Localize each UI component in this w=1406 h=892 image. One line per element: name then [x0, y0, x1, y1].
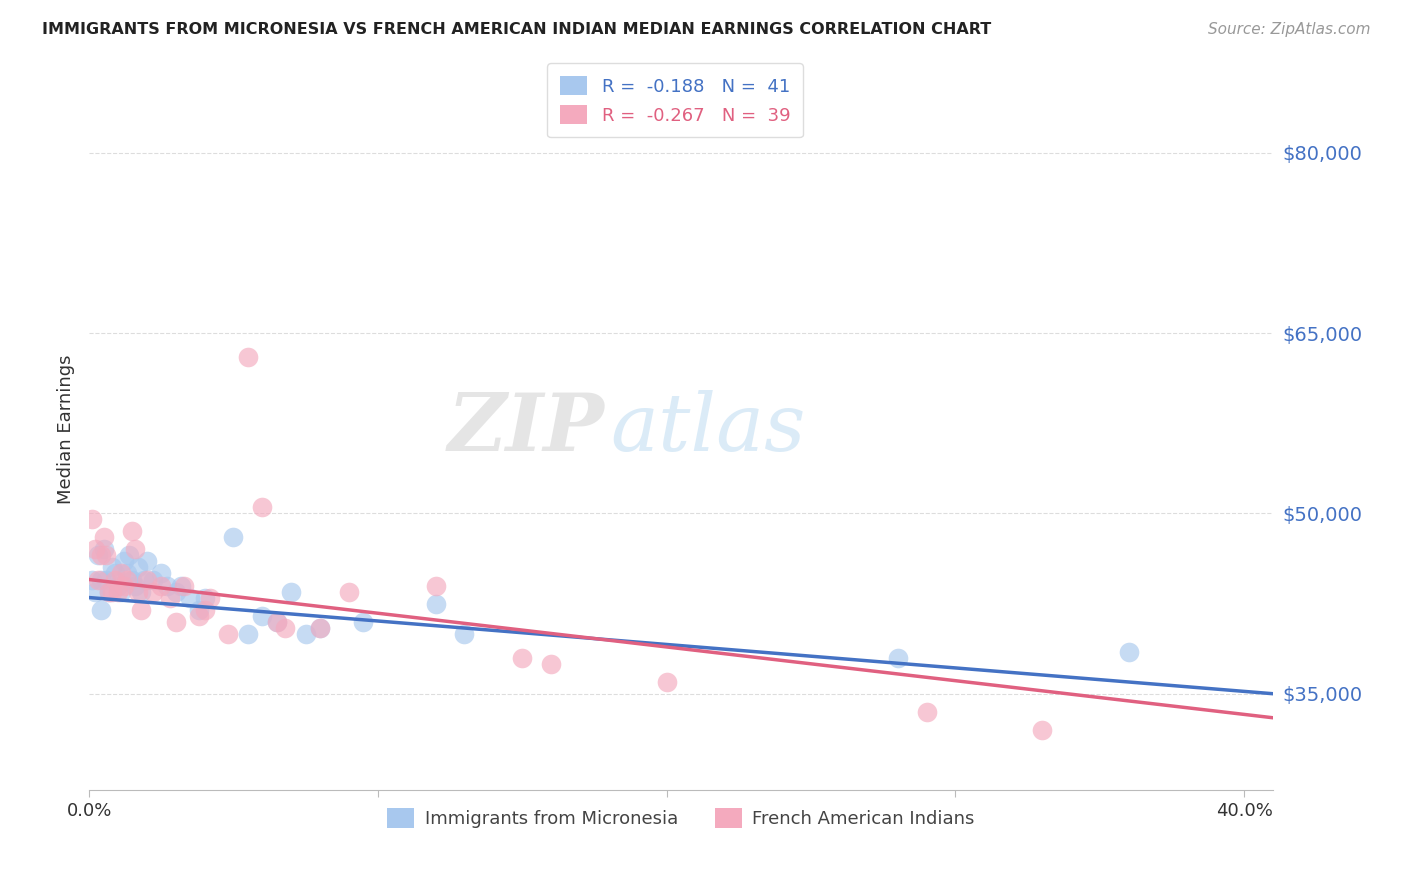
Point [90, 573, 112, 587]
Point [194, 591, 217, 605]
Y-axis label: Median Earnings: Median Earnings [58, 354, 75, 504]
Point [115, 566, 138, 581]
Point [132, 573, 155, 587]
Point [129, 602, 152, 616]
Point [266, 615, 288, 629]
Point [655, 674, 678, 689]
Point [294, 626, 316, 640]
Point [129, 584, 152, 599]
Point [98, 584, 121, 599]
Point [236, 350, 259, 364]
Point [222, 530, 245, 544]
Point [124, 578, 146, 592]
Point [124, 542, 146, 557]
Point [187, 602, 209, 616]
Point [540, 657, 562, 671]
Point [217, 626, 239, 640]
Point [165, 615, 187, 629]
Point [252, 608, 274, 623]
Point [173, 578, 195, 592]
Point [352, 615, 374, 629]
Point [96, 549, 118, 563]
Point [127, 584, 149, 599]
Legend: Immigrants from Micronesia, French American Indians: Immigrants from Micronesia, French Ameri… [380, 801, 981, 835]
Point [1118, 645, 1140, 659]
Point [142, 584, 165, 599]
Point [101, 560, 124, 574]
Point [93, 542, 115, 557]
Point [252, 500, 274, 515]
Point [107, 584, 129, 599]
Point [309, 621, 332, 635]
Point [159, 591, 181, 605]
Point [127, 560, 149, 574]
Point [337, 584, 360, 599]
Point [90, 549, 112, 563]
Point [80, 573, 103, 587]
Point [107, 578, 129, 592]
Point [101, 584, 124, 599]
Point [90, 602, 112, 616]
Point [121, 573, 143, 587]
Point [135, 554, 157, 568]
Point [104, 566, 127, 581]
Point [112, 578, 135, 592]
Point [236, 626, 259, 640]
Text: ZIP: ZIP [447, 391, 605, 468]
Point [425, 597, 447, 611]
Point [98, 584, 121, 599]
Point [110, 566, 132, 581]
Point [87, 573, 110, 587]
Point [200, 591, 222, 605]
Point [118, 549, 141, 563]
Point [915, 705, 938, 719]
Point [187, 608, 209, 623]
Point [156, 578, 179, 592]
Point [179, 591, 201, 605]
Point [510, 650, 533, 665]
Point [115, 573, 138, 587]
Point [194, 602, 217, 616]
Text: IMMIGRANTS FROM MICRONESIA VS FRENCH AMERICAN INDIAN MEDIAN EARNINGS CORRELATION: IMMIGRANTS FROM MICRONESIA VS FRENCH AME… [42, 22, 991, 37]
Point [121, 524, 143, 539]
Text: Source: ZipAtlas.com: Source: ZipAtlas.com [1208, 22, 1371, 37]
Point [425, 578, 447, 592]
Point [309, 621, 332, 635]
Point [150, 578, 173, 592]
Point [83, 542, 105, 557]
Point [83, 584, 105, 599]
Point [150, 566, 173, 581]
Point [266, 615, 288, 629]
Point [280, 584, 302, 599]
Point [142, 573, 165, 587]
Point [110, 584, 132, 599]
Point [165, 584, 187, 599]
Point [112, 554, 135, 568]
Point [1031, 723, 1053, 737]
Point [274, 621, 297, 635]
Point [135, 573, 157, 587]
Point [104, 573, 127, 587]
Point [886, 650, 908, 665]
Text: atlas: atlas [610, 391, 806, 468]
Point [453, 626, 475, 640]
Point [93, 530, 115, 544]
Point [80, 512, 103, 526]
Point [87, 549, 110, 563]
Point [96, 573, 118, 587]
Point [170, 578, 193, 592]
